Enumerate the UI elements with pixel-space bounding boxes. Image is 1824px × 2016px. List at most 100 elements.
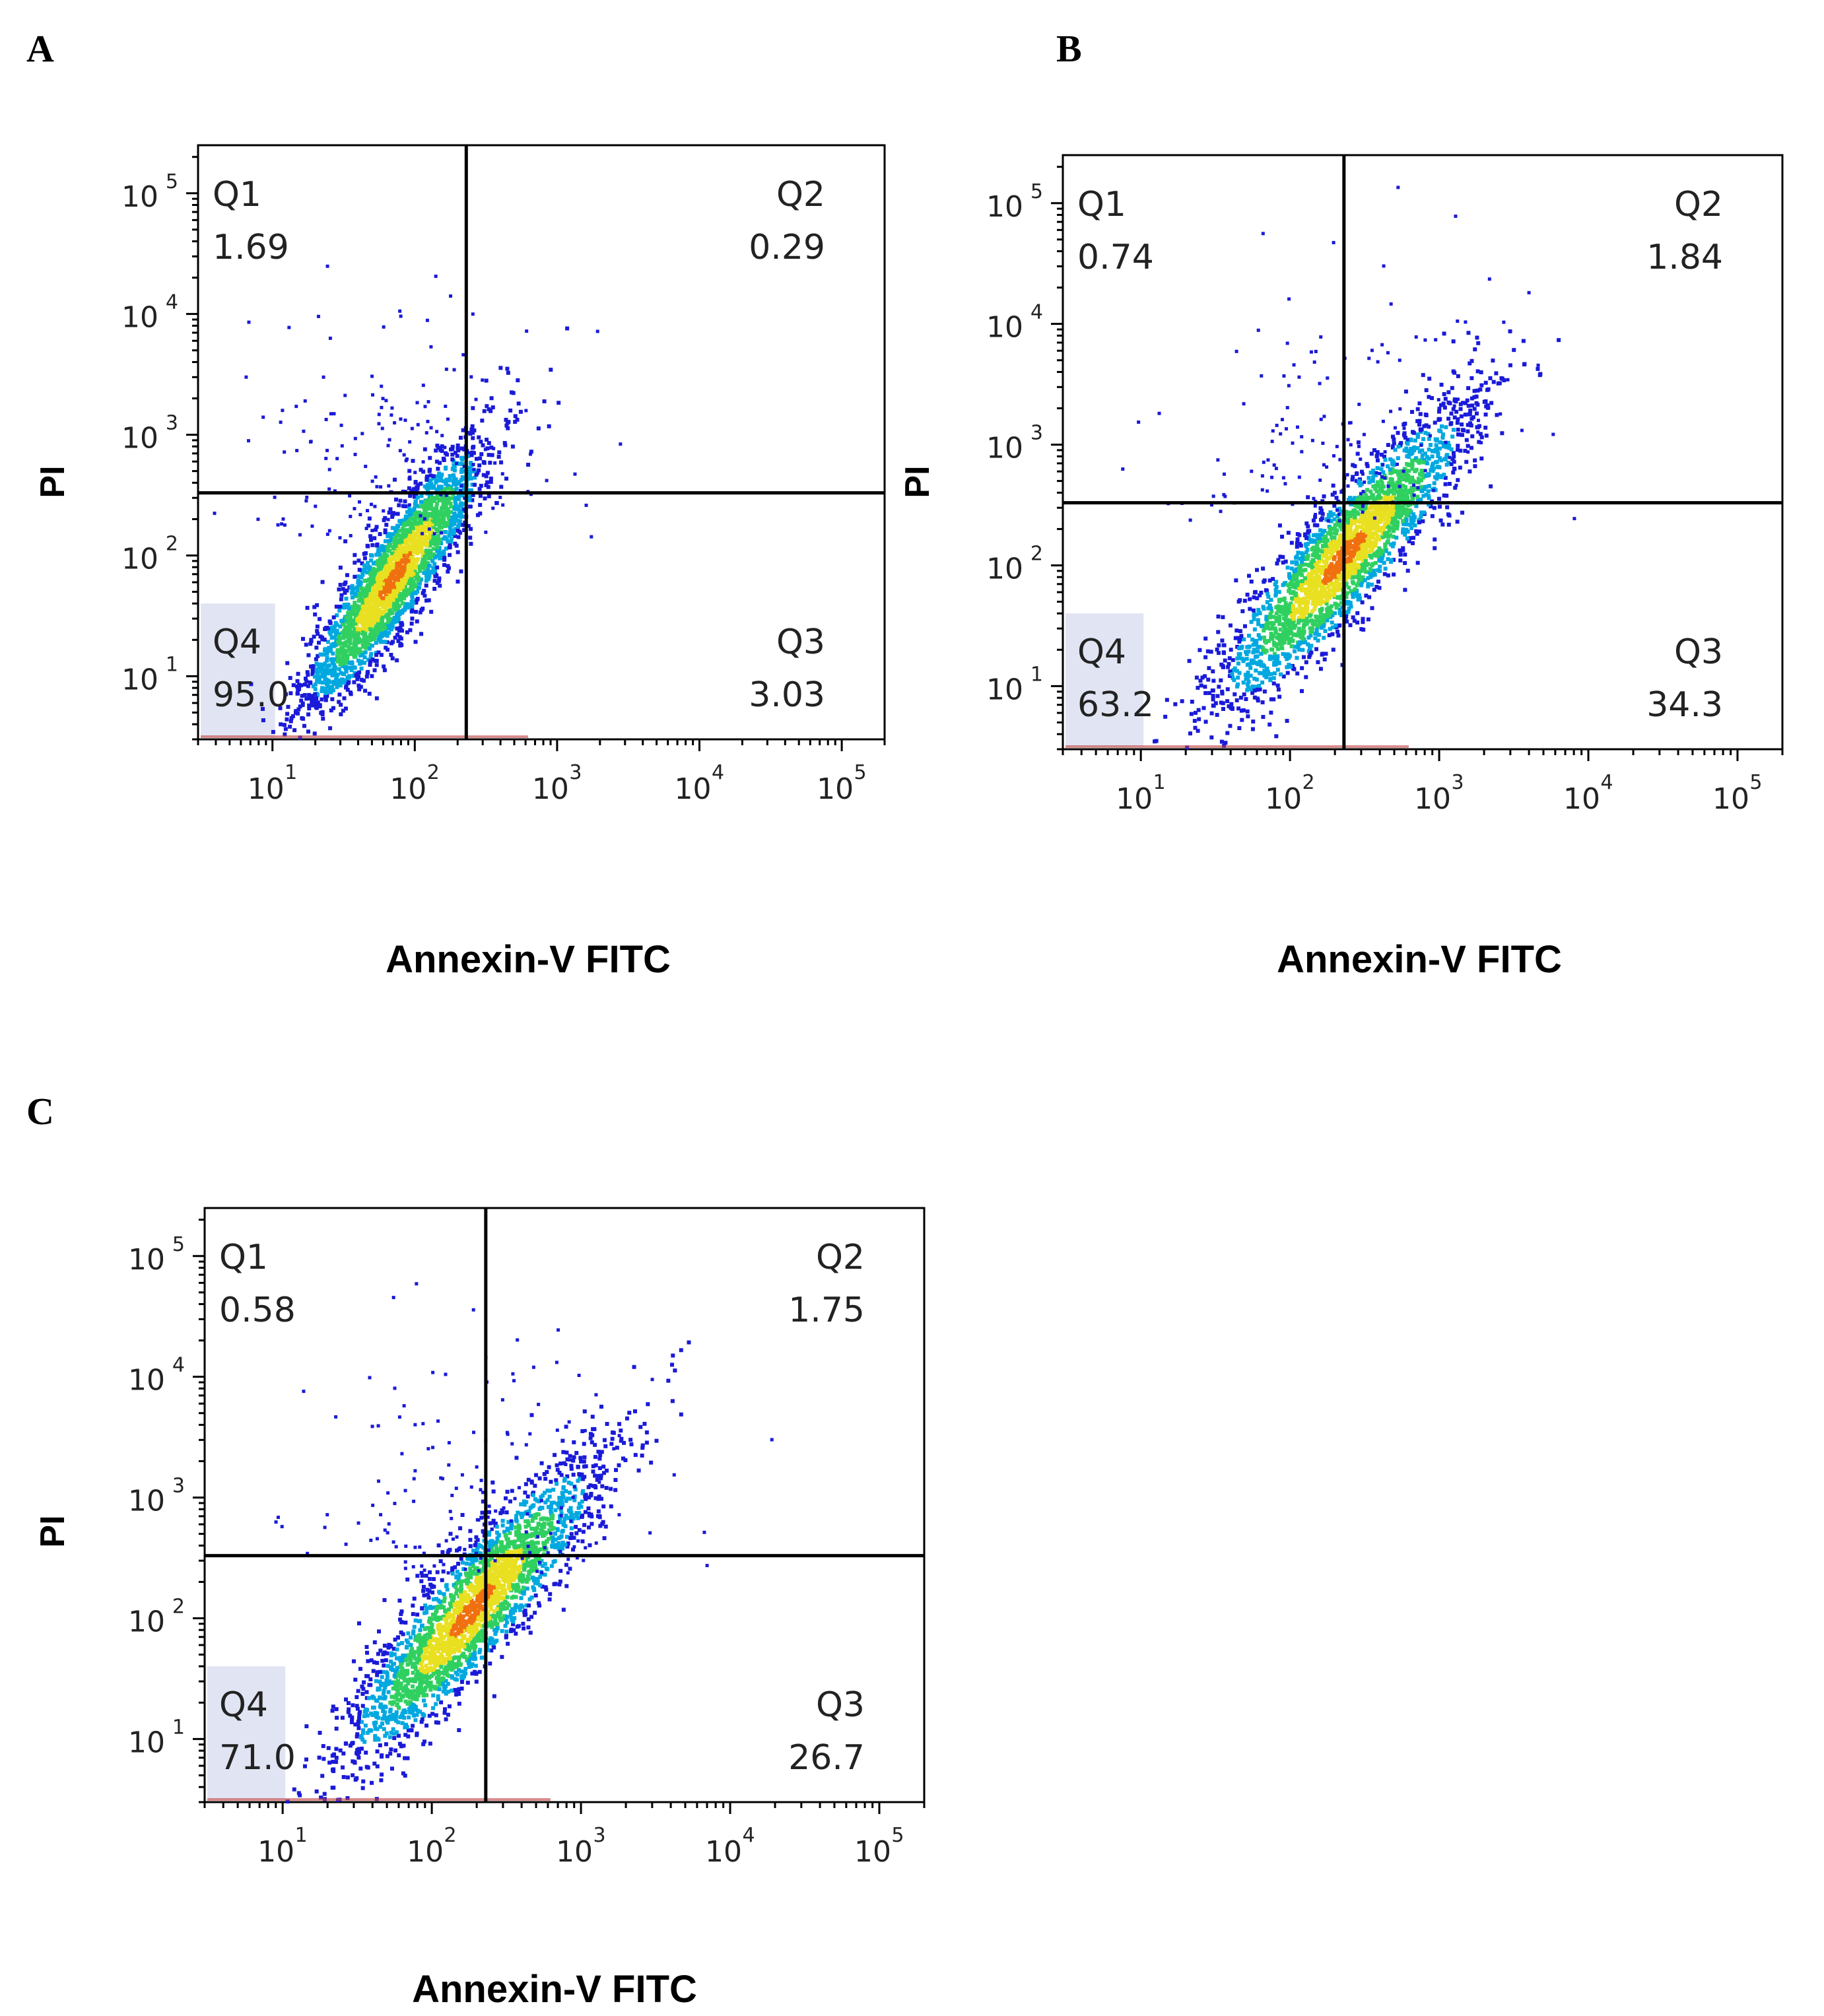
event-dot: [440, 556, 444, 560]
event-dot: [1264, 671, 1268, 676]
event-dot: [478, 511, 483, 516]
event-dot: [1450, 434, 1455, 439]
event-dot: [1289, 566, 1294, 571]
outlier-dot: [472, 467, 476, 471]
outlier-dot: [298, 533, 302, 537]
event-dot: [449, 504, 454, 509]
event-dot: [1242, 624, 1247, 628]
outlier-dot: [283, 523, 287, 527]
event-dot: [526, 463, 531, 467]
event-dot: [1314, 618, 1319, 622]
event-dot: [364, 598, 368, 603]
event-dot: [1262, 689, 1267, 694]
event-dot: [1392, 572, 1396, 577]
event-dot: [1337, 521, 1342, 525]
event-dot: [318, 652, 323, 657]
event-dot: [407, 486, 411, 490]
event-dot: [379, 653, 384, 657]
event-dot: [382, 554, 386, 558]
event-dot: [1280, 535, 1285, 539]
outlier-dot: [370, 374, 374, 378]
event-dot: [341, 587, 345, 591]
event-dot: [376, 597, 380, 601]
event-dot: [331, 660, 335, 665]
event-dot: [1367, 480, 1372, 485]
event-dot: [395, 614, 399, 619]
event-dot: [1332, 527, 1337, 531]
event-dot: [453, 505, 457, 510]
event-dot: [1438, 403, 1443, 407]
event-dot: [385, 613, 389, 617]
outlier-dot: [426, 400, 430, 404]
event-dot: [342, 655, 347, 660]
event-dot: [360, 605, 365, 609]
event-dot: [1396, 456, 1400, 461]
event-dot: [318, 680, 322, 685]
event-dot: [1306, 534, 1311, 539]
event-dot: [363, 551, 368, 556]
event-dot: [1314, 582, 1319, 587]
event-dot: [374, 601, 379, 606]
event-dot: [1380, 481, 1384, 485]
event-dot: [1332, 517, 1337, 521]
event-dot: [1470, 434, 1475, 438]
event-dot: [308, 681, 313, 685]
outlier-dot: [408, 440, 412, 444]
event-dot: [1285, 671, 1290, 675]
outlier-dot: [386, 444, 390, 448]
event-dot: [405, 530, 410, 535]
event-dot: [1237, 639, 1242, 644]
event-dot: [356, 675, 361, 679]
event-dot: [1396, 498, 1401, 502]
event-dot: [1437, 504, 1442, 509]
event-dot: [1419, 473, 1424, 477]
event-dot: [1414, 456, 1419, 461]
event-dot: [1466, 331, 1471, 335]
event-dot: [370, 543, 375, 547]
event-dot: [1355, 568, 1360, 572]
event-dot: [1324, 594, 1328, 599]
event-dot: [1244, 650, 1248, 654]
event-dot: [344, 620, 349, 624]
event-dot: [384, 523, 389, 527]
event-dot: [318, 667, 323, 671]
event-dot: [1380, 525, 1385, 530]
event-dot: [320, 635, 325, 640]
event-dot: [1262, 669, 1267, 673]
event-dot: [1257, 684, 1262, 689]
event-dot: [347, 661, 352, 665]
event-dot: [435, 565, 440, 570]
event-dot: [1403, 553, 1407, 557]
event-dot: [469, 427, 474, 432]
event-dot: [1248, 687, 1253, 692]
outlier-dot: [471, 463, 475, 467]
event-dot: [366, 657, 370, 662]
event-dot: [1275, 561, 1279, 566]
outlier-dot: [377, 413, 381, 417]
event-dot: [1410, 493, 1415, 498]
outlier-dot: [459, 484, 463, 488]
event-dot: [1281, 583, 1285, 588]
event-dot: [327, 688, 332, 692]
event-dot: [401, 529, 405, 533]
event-dot: [335, 648, 340, 652]
event-dot: [1245, 688, 1250, 692]
event-dot: [1349, 523, 1353, 527]
event-dot: [409, 591, 413, 596]
event-dot: [487, 494, 491, 498]
event-dot: [1371, 468, 1376, 473]
event-dot: [1372, 498, 1376, 502]
event-dot: [393, 635, 397, 640]
event-dot: [325, 648, 330, 653]
event-dot: [388, 611, 392, 616]
event-dot: [338, 565, 343, 570]
event-dot: [323, 698, 328, 702]
event-dot: [431, 474, 436, 479]
event-dot: [364, 628, 369, 632]
event-dot: [415, 495, 420, 500]
event-dot: [380, 558, 385, 563]
event-dot: [1331, 625, 1335, 630]
event-dot: [345, 678, 349, 683]
event-dot: [342, 696, 347, 700]
event-dot: [443, 521, 448, 525]
